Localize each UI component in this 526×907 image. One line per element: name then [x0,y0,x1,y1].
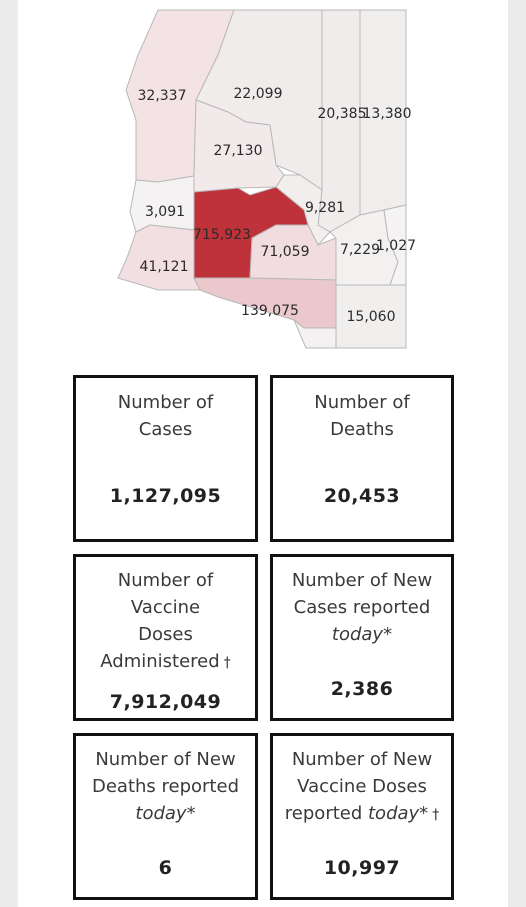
county-label-maricopa: 715,923 [193,227,251,243]
county-label-mohave: 32,337 [138,88,187,104]
dagger-mark: † [223,655,231,671]
deaths-card: Number of Deaths 20,453 [270,375,454,542]
new-deaths-value: 6 [158,857,173,879]
deaths-value: 20,453 [323,485,401,507]
new-deaths-card: Number of New Deaths reported today* 6 [73,733,258,900]
county-label-coconino: 22,099 [234,86,283,102]
county-label-la-paz: 3,091 [145,204,185,220]
county-label-pinal: 71,059 [261,244,310,260]
cases-card-title: Number of Cases [117,392,214,440]
county-santa-cruz[interactable] [293,319,337,349]
county-label-gila: 9,281 [305,200,345,216]
county-label-navajo: 20,385 [318,106,367,122]
county-label-apache: 13,380 [363,106,412,122]
new-cases-card-title: Number of New Cases reported today* [291,570,433,645]
new-cases-value: 2,386 [330,678,394,700]
cases-value: 1,127,095 [109,485,222,507]
deaths-card-title: Number of Deaths [314,392,410,440]
new-deaths-card-title: Number of New Deaths reported today* [91,749,239,824]
dashboard-panel: 32,337 22,099 27,130 20,385 13,380 3,091… [18,0,508,907]
arizona-county-map: 32,337 22,099 27,130 20,385 13,380 3,091… [117,9,416,349]
new-cases-card: Number of New Cases reported today* 2,38… [270,554,454,721]
vaccine-doses-card: Number of Vaccine Doses Administered † 7,… [73,554,258,721]
new-vaccine-doses-value: 10,997 [323,857,401,879]
county-label-pima: 139,075 [241,303,299,319]
county-label-yavapai: 27,130 [214,143,263,159]
dagger-mark: † [432,807,440,823]
county-label-greenlee: 1,027 [376,238,416,254]
county-label-yuma: 41,121 [140,259,189,275]
county-label-cochise: 15,060 [347,309,396,325]
new-vaccine-doses-card: Number of New Vaccine Doses reported tod… [270,733,454,900]
county-yuma[interactable] [117,224,201,291]
county-label-graham: 7,229 [340,242,380,258]
cases-card: Number of Cases 1,127,095 [73,375,258,542]
new-vaccine-doses-card-title: Number of New Vaccine Doses reported tod… [284,749,440,824]
vaccine-doses-card-title: Number of Vaccine Doses Administered † [100,570,231,672]
vaccine-doses-value: 7,912,049 [109,691,222,713]
county-cochise[interactable] [335,284,407,349]
